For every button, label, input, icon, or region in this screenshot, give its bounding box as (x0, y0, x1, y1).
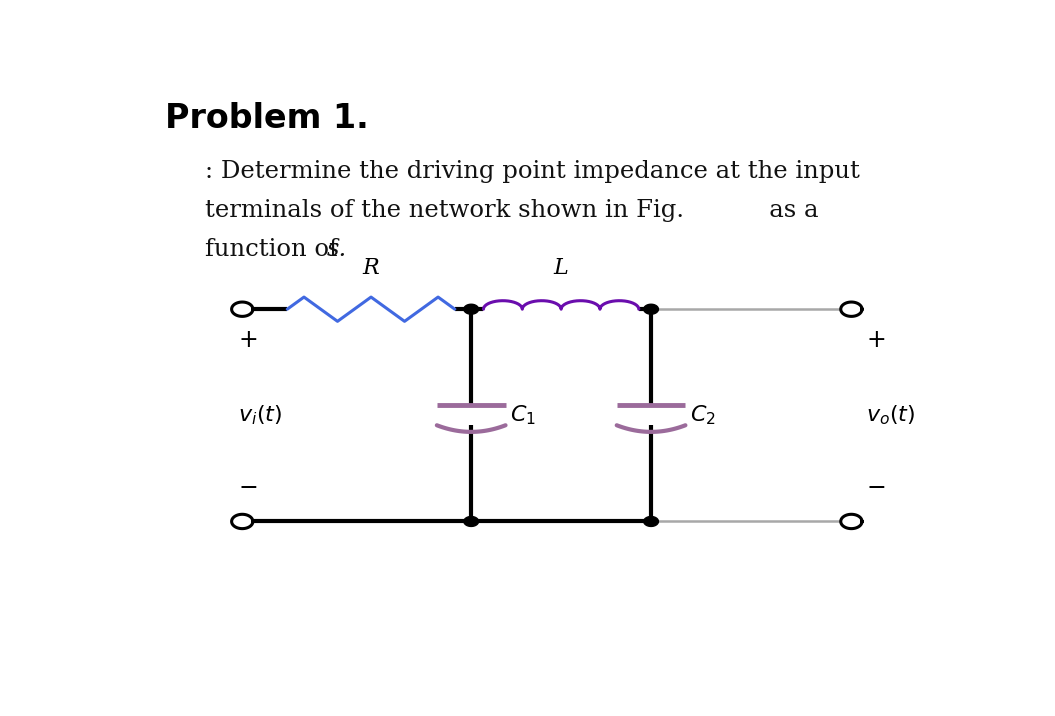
Text: : Determine the driving point impedance at the input: : Determine the driving point impedance … (206, 160, 860, 183)
Text: +: + (866, 327, 886, 352)
Text: R: R (363, 257, 380, 279)
Text: terminals of the network shown in Fig.           as a: terminals of the network shown in Fig. a… (206, 199, 819, 222)
Text: $v_i(t)$: $v_i(t)$ (238, 404, 283, 427)
Polygon shape (841, 514, 862, 528)
Text: L: L (554, 257, 569, 279)
Text: Problem 1.: Problem 1. (165, 102, 368, 135)
Polygon shape (232, 302, 253, 316)
Text: −: − (238, 476, 257, 500)
Text: s.: s. (326, 238, 347, 261)
Text: −: − (866, 476, 886, 500)
Polygon shape (464, 304, 479, 314)
Polygon shape (232, 514, 253, 528)
Text: $C_2$: $C_2$ (690, 404, 716, 427)
Text: +: + (238, 327, 257, 352)
Text: function of: function of (206, 238, 346, 261)
Text: $C_1$: $C_1$ (511, 404, 536, 427)
Text: $v_o(t)$: $v_o(t)$ (866, 404, 916, 427)
Polygon shape (841, 302, 862, 316)
Polygon shape (644, 516, 658, 526)
Polygon shape (464, 516, 479, 526)
Polygon shape (644, 304, 658, 314)
